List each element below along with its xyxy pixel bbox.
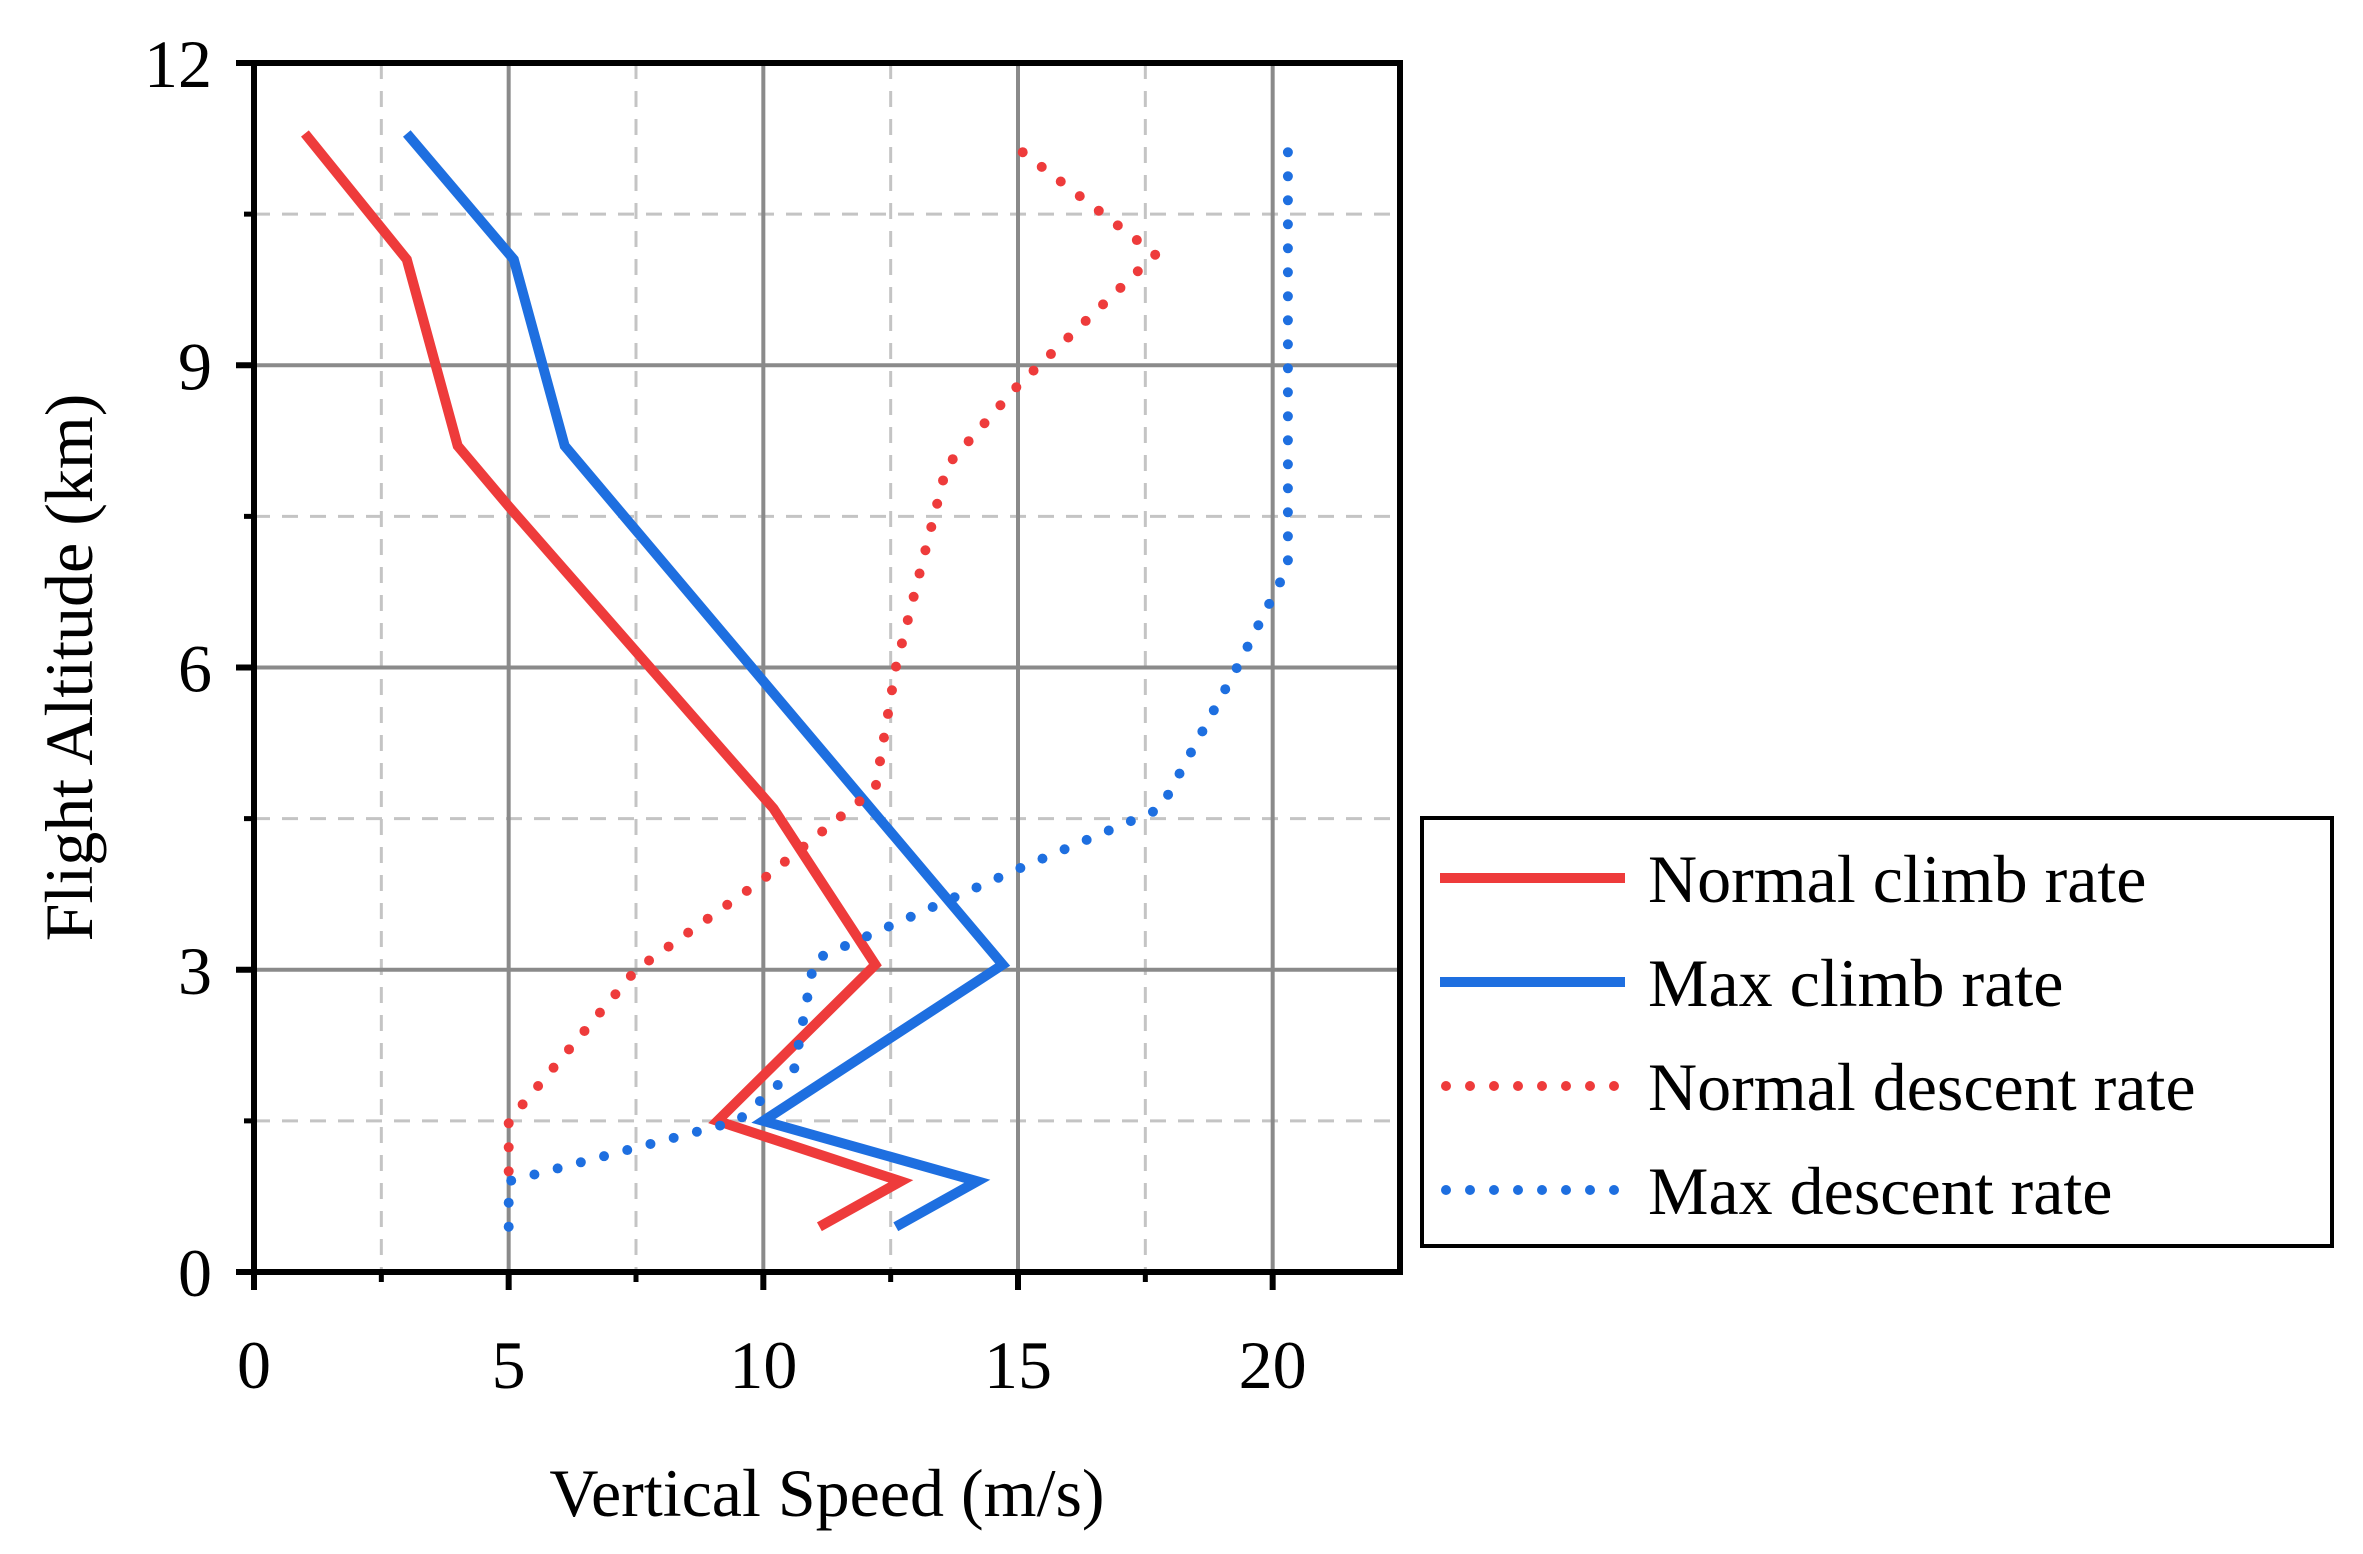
y-tick-label: 9 <box>178 328 212 404</box>
grid <box>254 63 1400 1272</box>
x-tick-label: 5 <box>492 1327 526 1403</box>
series-line-1 <box>301 130 914 1232</box>
y-tick-label: 12 <box>144 26 212 102</box>
x-tick-label: 0 <box>237 1327 271 1403</box>
legend: Normal climb rate Max climb rate Normal de… <box>1420 816 2334 1248</box>
legend-box <box>1420 816 2334 1248</box>
legend-label-3: Normal descent rate <box>1648 1049 2196 1125</box>
x-tick-label: 10 <box>729 1327 797 1403</box>
legend-label-1: Normal climb rate <box>1648 841 2146 917</box>
series-line-2 <box>402 130 1011 1232</box>
y-tick-label: 0 <box>178 1235 212 1311</box>
y-tick-label: 3 <box>178 933 212 1009</box>
ticks: 0 5 10 15 20 0 3 6 9 12 <box>144 26 1307 1403</box>
x-tick-label: 20 <box>1239 1327 1307 1403</box>
x-tick-label: 15 <box>984 1327 1052 1403</box>
y-axis-label: Flight Altitude (km) <box>31 394 107 942</box>
legend-label-4: Max descent rate <box>1648 1153 2112 1229</box>
legend-label-2: Max climb rate <box>1648 945 2063 1021</box>
y-tick-label: 6 <box>178 631 212 707</box>
series-line-4 <box>503 138 1293 1232</box>
x-axis-label: Vertical Speed (m/s) <box>549 1455 1104 1531</box>
series-line-3 <box>503 143 1164 1177</box>
series-layer <box>301 130 1293 1232</box>
